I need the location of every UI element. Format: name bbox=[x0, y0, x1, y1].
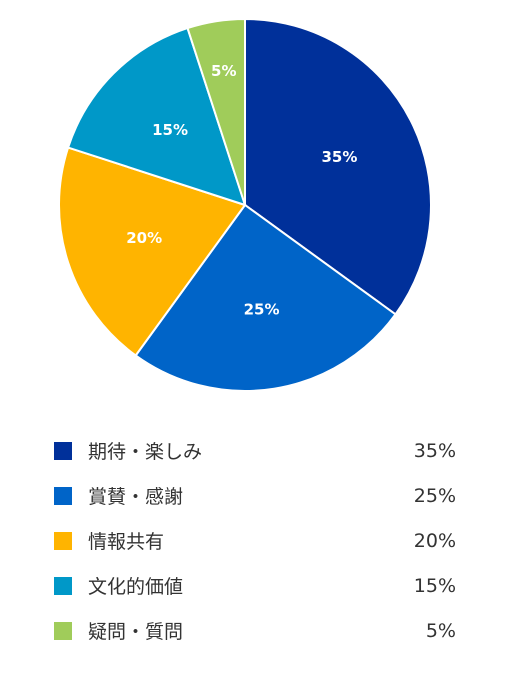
legend-label-questions: 疑問・質問 bbox=[88, 621, 184, 643]
legend-value-questions: 5% bbox=[425, 619, 456, 642]
legend-value-cultural-value: 15% bbox=[413, 574, 456, 597]
legend-swatch-info-sharing bbox=[54, 531, 72, 550]
legend-label-cultural-value: 文化的価値 bbox=[88, 576, 184, 598]
slice-label-cultural-value: 15% bbox=[152, 121, 188, 139]
legend-item-questions: 疑問・質問 5% bbox=[54, 608, 456, 653]
legend: 期待・楽しみ 35% 賞賛・感謝 25% 情報共有 20% 文化的価値 15% … bbox=[54, 428, 456, 653]
legend-item-info-sharing: 情報共有 20% bbox=[54, 518, 456, 563]
legend-label-praise: 賞賛・感謝 bbox=[88, 486, 184, 508]
legend-item-cultural-value: 文化的価値 15% bbox=[54, 563, 456, 608]
legend-value-praise: 25% bbox=[413, 484, 456, 507]
slice-label-praise: 25% bbox=[244, 301, 280, 319]
pie-chart-svg: 35% 25% 20% 15% 5% bbox=[58, 17, 432, 392]
pie-chart: 35% 25% 20% 15% 5% bbox=[58, 17, 432, 392]
legend-value-anticipation: 35% bbox=[413, 439, 456, 462]
slice-label-anticipation: 35% bbox=[322, 148, 358, 166]
slice-label-questions: 5% bbox=[211, 62, 236, 80]
slice-label-info-sharing: 20% bbox=[126, 229, 162, 247]
pie-slice-anticipation bbox=[244, 17, 432, 316]
pie-slice-praise bbox=[134, 203, 397, 392]
legend-label-anticipation: 期待・楽しみ bbox=[88, 441, 203, 463]
pie-slice-questions bbox=[186, 17, 246, 206]
legend-item-anticipation: 期待・楽しみ 35% bbox=[54, 428, 456, 473]
legend-value-info-sharing: 20% bbox=[413, 529, 456, 552]
legend-label-info-sharing: 情報共有 bbox=[88, 531, 165, 553]
pie-slice-info-sharing bbox=[58, 146, 247, 357]
legend-swatch-questions bbox=[54, 621, 72, 640]
legend-swatch-cultural-value bbox=[54, 576, 72, 595]
legend-item-praise: 賞賛・感謝 25% bbox=[54, 473, 456, 518]
pie-slice-cultural-value bbox=[66, 26, 247, 207]
legend-swatch-anticipation bbox=[54, 441, 72, 460]
legend-swatch-praise bbox=[54, 486, 72, 505]
